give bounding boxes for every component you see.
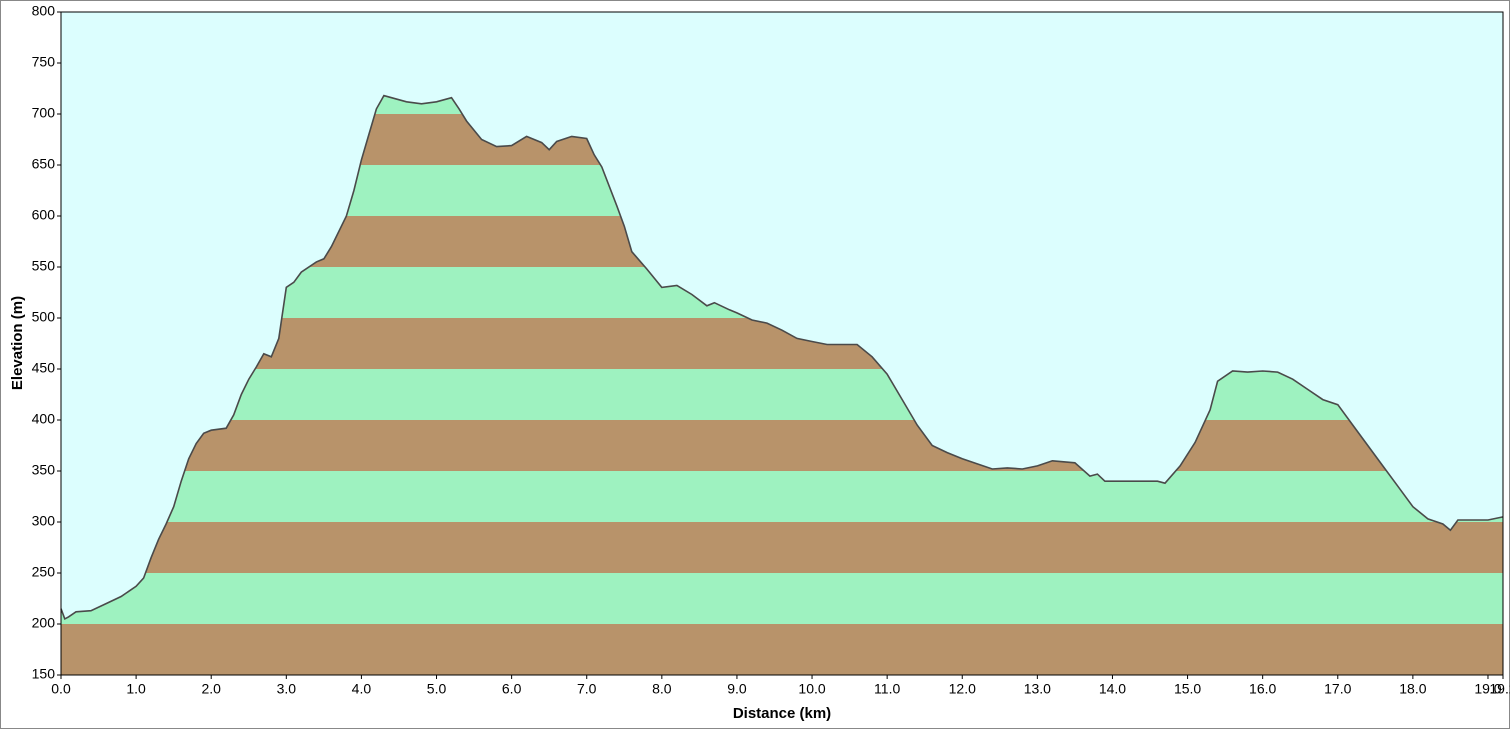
x-tick-label: 8.0 bbox=[652, 681, 672, 697]
x-tick-label: 4.0 bbox=[352, 681, 372, 697]
y-axis-label: Elevation (m) bbox=[9, 296, 26, 390]
y-tick-label: 300 bbox=[32, 513, 56, 529]
elevation-line bbox=[60, 94, 1504, 621]
y-tick-label: 350 bbox=[32, 462, 56, 478]
x-tick-label: 12.0 bbox=[949, 681, 976, 697]
x-tick-label: 19.2 bbox=[1489, 681, 1510, 697]
y-tick-label: 750 bbox=[32, 54, 56, 70]
elevation-band bbox=[61, 420, 1503, 471]
elevation-band bbox=[61, 522, 1503, 573]
x-tick-label: 1.0 bbox=[126, 681, 146, 697]
x-tick-label: 18.0 bbox=[1399, 681, 1426, 697]
x-tick-label: 14.0 bbox=[1099, 681, 1126, 697]
x-tick-label: 5.0 bbox=[427, 681, 447, 697]
elevation-band bbox=[61, 624, 1503, 675]
x-tick-label: 0.0 bbox=[51, 681, 71, 697]
plot-border bbox=[60, 11, 1504, 676]
y-tick-label: 150 bbox=[32, 666, 56, 682]
x-tick-label: 6.0 bbox=[502, 681, 522, 697]
x-tick-label: 10.0 bbox=[798, 681, 825, 697]
elevation-band bbox=[61, 471, 1503, 522]
x-tick-label: 3.0 bbox=[277, 681, 297, 697]
x-tick-label: 16.0 bbox=[1249, 681, 1276, 697]
y-tick-label: 400 bbox=[32, 411, 56, 427]
y-tick-label: 200 bbox=[32, 615, 56, 631]
y-tick-label: 800 bbox=[32, 3, 56, 19]
x-tick-label: 7.0 bbox=[577, 681, 597, 697]
y-tick-label: 650 bbox=[32, 156, 56, 172]
x-tick-label: 11.0 bbox=[874, 681, 900, 697]
x-tick-label: 13.0 bbox=[1024, 681, 1051, 697]
x-tick-label: 2.0 bbox=[201, 681, 221, 697]
x-tick-label: 19.0 bbox=[1474, 681, 1501, 697]
y-tick-label: 250 bbox=[32, 564, 56, 580]
y-tick-label: 600 bbox=[32, 207, 56, 223]
x-tick-label: 15.0 bbox=[1174, 681, 1201, 697]
elevation-band bbox=[61, 573, 1503, 624]
elevation-band bbox=[61, 369, 1503, 420]
y-tick-label: 550 bbox=[32, 258, 56, 274]
x-tick-label: 9.0 bbox=[727, 681, 747, 697]
x-tick-label: 17.0 bbox=[1324, 681, 1351, 697]
y-tick-label: 500 bbox=[32, 309, 56, 325]
x-axis-label: Distance (km) bbox=[733, 705, 831, 722]
y-tick-label: 700 bbox=[32, 105, 56, 121]
y-tick-label: 450 bbox=[32, 360, 56, 376]
